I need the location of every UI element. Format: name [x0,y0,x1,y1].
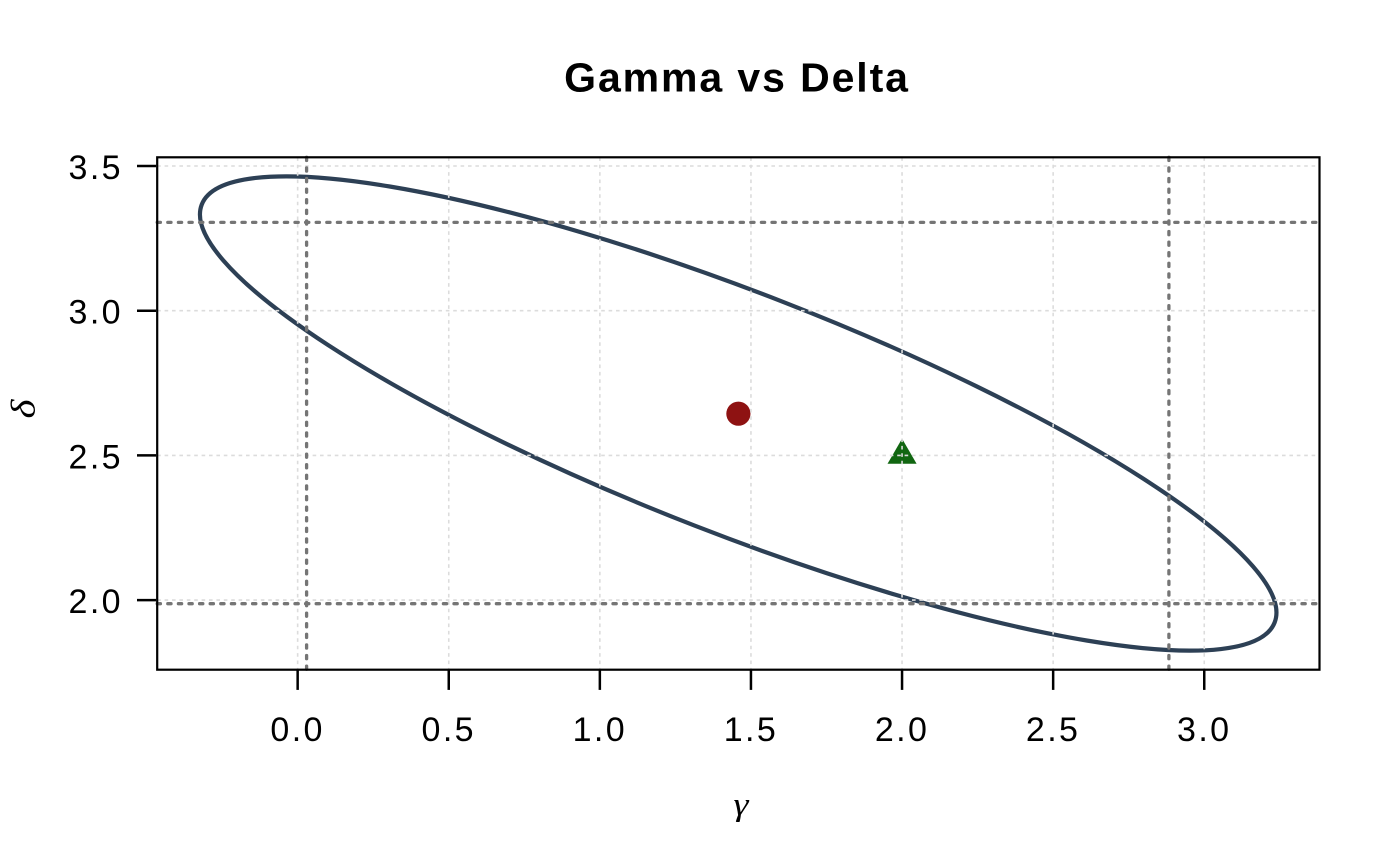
svg-text:2.0: 2.0 [69,583,123,621]
svg-text:2.0: 2.0 [875,711,929,749]
svg-text:2.5: 2.5 [1026,711,1080,749]
svg-text:1.5: 1.5 [724,711,778,749]
svg-text:δ: δ [6,399,43,419]
svg-text:3.0: 3.0 [69,294,123,332]
svg-text:3.5: 3.5 [69,149,123,187]
svg-text:Gamma vs Delta: Gamma vs Delta [564,55,910,101]
svg-text:1.0: 1.0 [573,711,627,749]
svg-text:γ: γ [734,785,750,822]
svg-text:0.5: 0.5 [422,711,476,749]
svg-text:2.5: 2.5 [69,438,123,476]
svg-text:0.0: 0.0 [270,711,324,749]
svg-text:3.0: 3.0 [1177,711,1231,749]
